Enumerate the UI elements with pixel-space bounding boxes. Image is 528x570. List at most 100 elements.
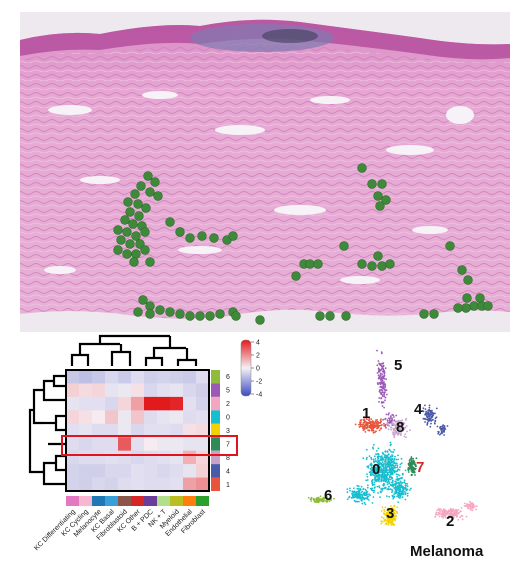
umap-point <box>380 369 383 371</box>
heatmap-cell <box>183 410 197 425</box>
tissue-panel <box>20 12 510 332</box>
umap-point <box>378 429 381 432</box>
heatmap-cell <box>118 437 132 451</box>
umap-point <box>382 479 384 482</box>
umap-point <box>408 465 411 467</box>
tissue-spot <box>357 163 367 173</box>
umap-point <box>386 512 388 515</box>
umap-point <box>395 510 398 513</box>
umap-point <box>377 421 379 423</box>
umap-point <box>399 485 402 488</box>
umap-point <box>393 416 395 418</box>
umap-point <box>365 422 368 425</box>
row-label: 8 <box>226 455 230 462</box>
umap-point <box>393 448 396 451</box>
umap-point <box>353 490 356 493</box>
umap-point <box>390 521 392 524</box>
umap-point <box>383 422 385 425</box>
cluster-label: 7 <box>416 459 424 476</box>
tissue-spot <box>197 231 207 241</box>
umap-point <box>396 466 399 469</box>
umap-point <box>358 490 360 493</box>
umap-point <box>397 473 399 476</box>
umap-point <box>464 504 467 507</box>
umap-point <box>388 476 391 479</box>
tissue-spot <box>341 311 351 321</box>
umap-point <box>365 424 368 427</box>
tissue-spot <box>231 311 241 321</box>
umap-point <box>395 462 398 465</box>
umap-point <box>386 420 389 422</box>
heatmap-cell <box>105 437 119 451</box>
umap-point <box>452 514 455 517</box>
heatmap-cell <box>170 437 184 451</box>
tissue-spot <box>461 303 471 313</box>
umap-point <box>440 509 443 512</box>
umap-point <box>403 487 405 490</box>
umap-point <box>313 499 316 502</box>
umap-point <box>382 370 384 372</box>
umap-point <box>389 416 392 418</box>
umap-point <box>458 511 460 514</box>
umap-point <box>372 470 374 473</box>
umap-point <box>362 422 365 424</box>
umap-point <box>438 515 441 518</box>
tissue-spot <box>305 259 315 269</box>
umap-point <box>378 486 381 489</box>
umap-point <box>375 478 378 481</box>
heatmap-cell <box>92 477 106 492</box>
umap-point <box>405 489 408 492</box>
umap-point <box>360 485 363 488</box>
umap-point <box>387 428 390 431</box>
tissue-spot <box>145 257 155 267</box>
umap-point <box>382 401 385 404</box>
umap-point <box>361 423 364 426</box>
heatmap-cell <box>131 423 145 438</box>
umap-point <box>437 431 440 434</box>
row-color-swatch <box>211 423 220 438</box>
umap-point <box>381 469 383 472</box>
umap-point <box>397 479 399 482</box>
heatmap-cell <box>92 370 106 384</box>
heatmap-cell <box>79 477 93 492</box>
umap-point <box>373 465 376 468</box>
umap-point <box>383 473 386 476</box>
umap-point <box>394 433 396 436</box>
tissue-spot <box>453 303 463 313</box>
umap-point <box>371 429 373 432</box>
umap-point <box>449 512 452 514</box>
umap-point <box>374 463 377 466</box>
umap-point <box>400 430 402 432</box>
umap-point <box>439 433 441 436</box>
umap-point <box>398 421 401 424</box>
umap-point <box>384 518 386 521</box>
heatmap-cell <box>144 464 158 478</box>
umap-point <box>382 472 385 474</box>
umap-point <box>401 481 404 484</box>
tissue-spot <box>367 179 377 189</box>
tissue-spot <box>122 249 132 259</box>
heatmap-cell <box>105 464 119 478</box>
umap-point <box>351 490 354 493</box>
umap-point <box>391 517 394 520</box>
umap-point <box>404 426 407 429</box>
umap-point <box>385 378 387 381</box>
umap-point <box>394 482 397 485</box>
umap-point <box>412 467 414 469</box>
umap-point <box>459 516 462 519</box>
umap-point <box>388 485 390 488</box>
umap-point <box>425 410 427 413</box>
umap-point <box>370 464 373 467</box>
tissue-spot <box>195 311 205 321</box>
umap-point <box>382 365 385 368</box>
umap-point <box>406 430 408 433</box>
umap-point <box>375 467 377 470</box>
heatmap-cell <box>144 450 158 465</box>
umap-point <box>328 500 331 503</box>
umap-point <box>386 450 389 453</box>
umap-point <box>351 492 353 495</box>
umap-point <box>396 495 398 498</box>
umap-point <box>393 493 395 495</box>
umap-point <box>374 479 377 482</box>
umap-point <box>319 498 321 501</box>
